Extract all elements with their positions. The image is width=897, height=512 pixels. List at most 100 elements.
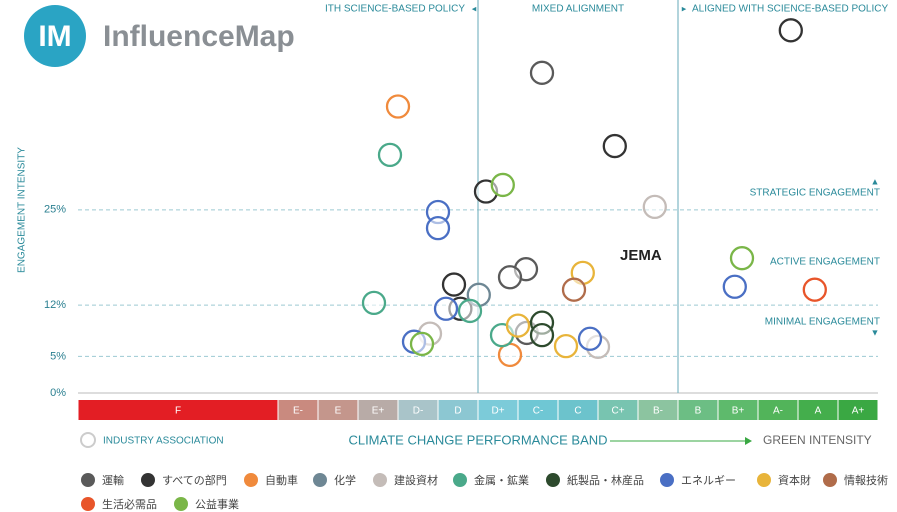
band-label: F [175, 406, 181, 417]
point [490, 172, 515, 198]
legend-label: 運輸 [102, 473, 124, 487]
legend-label: 紙製品・林産品 [567, 473, 644, 487]
engagement-label: MINIMAL ENGAGEMENT [765, 317, 880, 328]
point [409, 331, 435, 357]
arrow-left: ◂ [472, 3, 477, 13]
region-label: ITH SCIENCE-BASED POLICY [325, 4, 465, 15]
point [497, 265, 523, 290]
logo-circle [24, 5, 86, 67]
band-label: E- [293, 406, 303, 417]
legend-swatch [373, 473, 387, 487]
band [838, 400, 878, 420]
region-label: ALIGNED WITH SCIENCE-BASED POLICY [692, 4, 888, 15]
legend-label: 情報技術 [844, 474, 888, 487]
band [798, 400, 838, 420]
legend-label: 建設資材 [394, 473, 438, 487]
legend-swatch [823, 473, 837, 487]
y-tick-label: 12% [44, 299, 66, 311]
y-tick-label: 5% [50, 350, 66, 362]
legend-swatch [81, 473, 95, 487]
y-tick-label: 0% [50, 387, 66, 399]
legend-label: 公益事業 [195, 497, 239, 511]
band [358, 400, 398, 420]
point [433, 296, 459, 321]
x-axis-label: CLIMATE CHANGE PERFORMANCE BAND [348, 432, 607, 447]
point [561, 277, 587, 302]
logo-text: IM [38, 20, 71, 53]
point [729, 246, 755, 271]
band-label: D [454, 406, 461, 417]
band [318, 400, 358, 420]
band-label: E [335, 406, 342, 417]
point [529, 60, 555, 85]
point [457, 298, 483, 324]
band-label: A- [773, 406, 783, 417]
legend-label: 化学 [334, 473, 356, 487]
band [278, 400, 318, 420]
band-label: C- [533, 406, 544, 417]
green-arrow-head [745, 437, 752, 445]
association-icon [80, 432, 96, 448]
band-label: D- [413, 406, 424, 417]
legend-label: 生活必需品 [102, 497, 157, 511]
arrow-up: ▲ [871, 176, 880, 186]
band-label: B- [653, 406, 663, 417]
legend-swatch [757, 473, 771, 487]
legend-label: エネルギー [681, 474, 736, 487]
band [718, 400, 758, 420]
band [598, 400, 638, 420]
band [78, 400, 278, 420]
point [377, 142, 403, 168]
band-label: B+ [732, 406, 745, 417]
point [441, 272, 467, 297]
legend-label: すべての部門 [162, 473, 227, 487]
band [518, 400, 558, 420]
legend-swatch [660, 473, 674, 487]
point [577, 326, 603, 351]
band-label: C+ [611, 406, 624, 417]
legend-label: 資本財 [778, 473, 811, 487]
band-label: C [574, 406, 581, 417]
band [678, 400, 718, 420]
point [642, 194, 667, 220]
band [758, 400, 798, 420]
point [529, 322, 555, 348]
band [558, 400, 598, 420]
band-label: D+ [491, 406, 504, 417]
band-label: B [695, 406, 702, 417]
legend-swatch [81, 497, 95, 511]
band [638, 400, 678, 420]
association-label: INDUSTRY ASSOCIATION [103, 436, 224, 447]
point [385, 94, 411, 119]
point [553, 333, 579, 359]
arrow-down: ▼ [871, 327, 880, 337]
legend-label: 自動車 [265, 473, 298, 487]
legend-swatch [453, 473, 467, 487]
point [722, 274, 747, 299]
band [438, 400, 478, 420]
legend-swatch [174, 497, 188, 511]
point [505, 313, 531, 338]
band-label: A [815, 406, 822, 417]
band [398, 400, 438, 420]
legend-swatch [313, 473, 327, 487]
green-label: GREEN INTENSITY [763, 433, 872, 447]
point [602, 133, 627, 159]
legend-swatch [546, 473, 560, 487]
point [425, 215, 451, 241]
y-tick-label: 25% [44, 204, 66, 216]
band-label: A+ [852, 406, 865, 417]
legend-label: 金属・鉱業 [474, 473, 529, 487]
point [361, 290, 387, 316]
band-label: E+ [372, 406, 385, 417]
legend-swatch [244, 473, 258, 487]
engagement-label: ACTIVE ENGAGEMENT [770, 257, 880, 268]
point [778, 18, 803, 43]
region-label: MIXED ALIGNMENT [532, 4, 624, 15]
legend-swatch [141, 473, 155, 487]
annotation: JEMA [620, 247, 662, 264]
arrow-right: ▸ [682, 3, 687, 13]
band [478, 400, 518, 420]
point [802, 277, 827, 302]
